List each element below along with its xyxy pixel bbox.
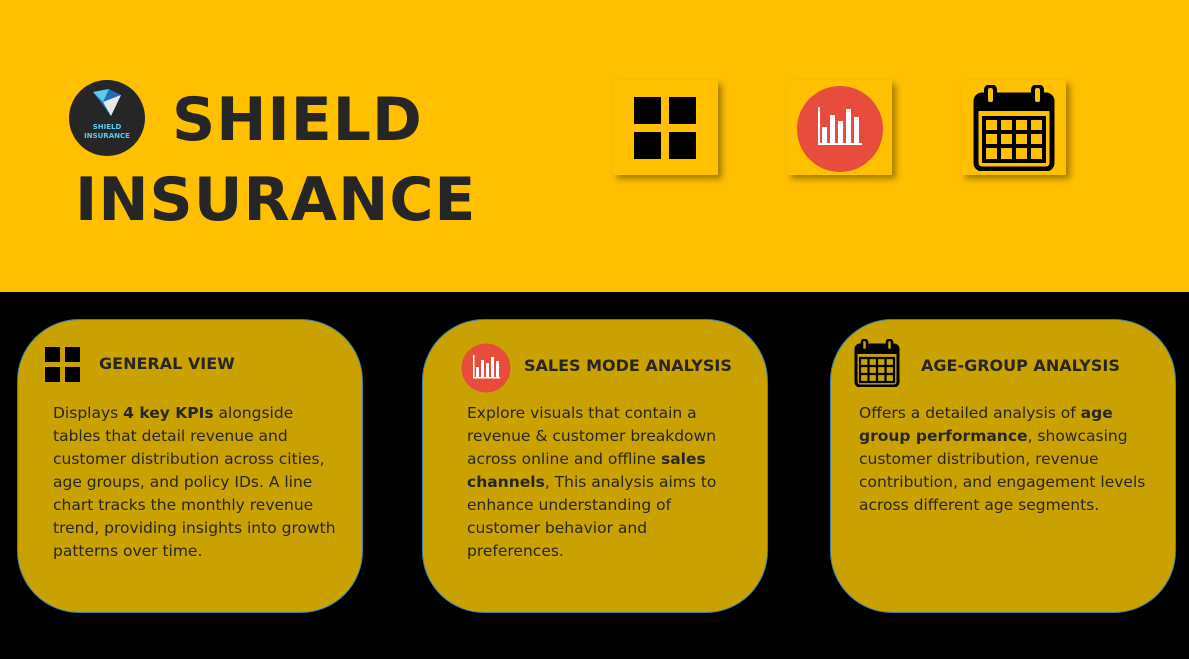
body-text: Offers a detailed analysis of — [859, 404, 1081, 422]
calendar-icon — [854, 339, 900, 387]
calendar-icon — [973, 85, 1055, 171]
body-text: alongside tables that detail revenue and… — [53, 404, 336, 560]
bar-chart-icon — [461, 343, 511, 393]
card-sales-mode-analysis: SALES MODE ANALYSIS Explore visuals that… — [422, 319, 768, 613]
header-banner: SHIELD INSURANCE SHIELD INSURANCE — [0, 0, 1189, 292]
nav-age-group-button[interactable] — [961, 80, 1066, 175]
body-text: , This analysis aims to enhance understa… — [467, 473, 717, 560]
highlight-text: 4 key KPIs — [123, 404, 214, 422]
card-age-group-analysis: AGE-GROUP ANALYSIS Offers a detailed ana… — [830, 319, 1176, 613]
highlight-text: age group performance — [859, 404, 1113, 445]
highlight-text: sales channels — [467, 450, 706, 491]
nav-sales-mode-button[interactable] — [787, 80, 892, 175]
logo: SHIELD INSURANCE — [69, 80, 145, 156]
card-description: Explore visuals that contain a revenue &… — [467, 402, 727, 563]
shield-icon — [93, 89, 121, 116]
body-text: Explore visuals that contain a revenue &… — [467, 404, 717, 468]
card-title: SALES MODE ANALYSIS — [524, 356, 732, 375]
logo-text-line1: SHIELD — [92, 123, 122, 131]
card-description: Offers a detailed analysis of age group … — [859, 402, 1151, 517]
page-title-line2: INSURANCE — [75, 165, 477, 235]
card-title: GENERAL VIEW — [99, 354, 235, 373]
body-text: , showcasing customer distribution, reve… — [859, 427, 1146, 514]
card-general-view: GENERAL VIEW Displays 4 key KPIs alongsi… — [17, 319, 363, 613]
logo-text-line2: INSURANCE — [84, 132, 130, 140]
nav-general-view-button[interactable] — [613, 80, 718, 175]
grid-icon — [45, 347, 80, 382]
page-title-line1: SHIELD — [172, 85, 423, 155]
body-text: Displays — [53, 404, 124, 422]
card-title: AGE-GROUP ANALYSIS — [921, 356, 1120, 375]
grid-icon — [634, 97, 696, 159]
bar-chart-icon — [797, 86, 883, 172]
card-description: Displays 4 key KPIs alongside tables tha… — [53, 402, 343, 563]
